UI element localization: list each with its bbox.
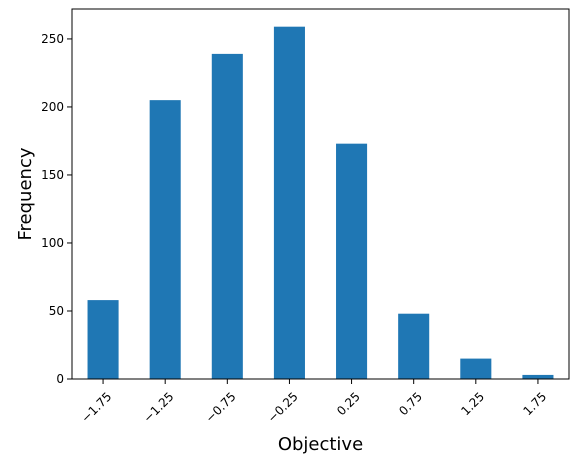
x-axis: −1.75 −1.25 −0.75 −0.25 0.25 0.75 1.25 1.75 [78, 379, 549, 425]
plot-frame [71, 8, 570, 380]
y-axis: 0 50 100 150 200 250 [41, 32, 72, 386]
bar [522, 374, 554, 379]
x-tick-label: 1.25 [458, 389, 487, 418]
y-tick-label: 0 [56, 372, 64, 386]
bar [273, 26, 305, 379]
bar [149, 100, 181, 379]
x-tick-label: −0.25 [265, 389, 301, 425]
bar [460, 358, 492, 379]
bar [211, 53, 243, 379]
y-tick-label: 250 [41, 32, 64, 46]
x-tick-label: 0.25 [334, 389, 363, 418]
x-tick-label: 1.75 [520, 389, 549, 418]
y-tick-label: 150 [41, 168, 64, 182]
bar [87, 300, 119, 379]
bar [336, 143, 368, 379]
y-tick-label: 100 [41, 236, 64, 250]
y-axis-title: Frequency [15, 147, 36, 240]
y-tick-label: 50 [49, 304, 64, 318]
x-tick-label: −1.25 [141, 389, 177, 425]
x-tick-label: −1.75 [78, 389, 114, 425]
x-tick-label: −0.75 [203, 389, 239, 425]
bars-group [87, 26, 554, 379]
bar [398, 313, 430, 379]
y-tick-label: 200 [41, 100, 64, 114]
x-tick-label: 0.75 [396, 389, 425, 418]
x-axis-title: Objective [278, 434, 363, 455]
